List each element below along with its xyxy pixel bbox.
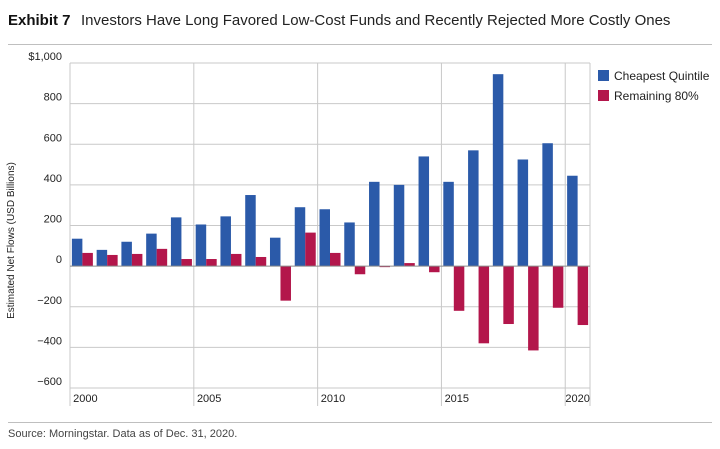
bar-cheapest-quintile bbox=[542, 143, 553, 267]
x-tick-label: 2010 bbox=[321, 393, 345, 405]
bar-cheapest-quintile bbox=[319, 209, 330, 267]
bar-cheapest-quintile bbox=[269, 237, 281, 267]
bar-remaining-80 bbox=[354, 266, 366, 275]
bar-cheapest-quintile bbox=[170, 217, 182, 267]
y-tick-label: 400 bbox=[44, 173, 62, 185]
bar-remaining-80 bbox=[206, 259, 217, 267]
y-tick-label: 200 bbox=[44, 214, 62, 226]
bar-remaining-80 bbox=[181, 259, 192, 267]
bar-remaining-80 bbox=[503, 266, 514, 325]
source-note: Source: Morningstar. Data as of Dec. 31,… bbox=[8, 428, 238, 440]
bar-cheapest-quintile bbox=[468, 150, 479, 267]
bar-cheapest-quintile bbox=[418, 156, 430, 267]
bar-remaining-80 bbox=[379, 266, 391, 268]
bar-remaining-80 bbox=[429, 266, 440, 273]
bar-cheapest-quintile bbox=[121, 241, 132, 267]
top-divider bbox=[8, 44, 712, 45]
y-tick-label: −200 bbox=[37, 295, 62, 307]
bar-remaining-80 bbox=[330, 252, 341, 267]
bar-remaining-80 bbox=[305, 232, 316, 267]
bottom-divider bbox=[8, 422, 712, 423]
bar-remaining-80 bbox=[107, 254, 118, 267]
y-tick-label: 800 bbox=[44, 92, 62, 104]
bar-cheapest-quintile bbox=[517, 159, 529, 267]
legend-label: Cheapest Quintile bbox=[614, 69, 710, 83]
bar-cheapest-quintile bbox=[492, 74, 504, 267]
legend-label: Remaining 80% bbox=[614, 89, 699, 103]
bar-cheapest-quintile bbox=[146, 233, 157, 267]
bar-cheapest-quintile bbox=[71, 238, 83, 267]
x-tick-label: 2015 bbox=[445, 393, 469, 405]
bar-cheapest-quintile bbox=[220, 216, 231, 267]
bar-remaining-80 bbox=[156, 248, 168, 267]
x-tick-label: 2005 bbox=[197, 393, 221, 405]
bar-remaining-80 bbox=[230, 253, 242, 267]
legend-swatch bbox=[598, 90, 609, 101]
y-tick-label: −400 bbox=[37, 335, 62, 347]
y-tick-label: 0 bbox=[56, 254, 62, 266]
bar-remaining-80 bbox=[131, 253, 143, 267]
y-axis-label: Estimated Net Flows (USD Billions) bbox=[6, 162, 17, 319]
bar-cheapest-quintile bbox=[567, 175, 578, 267]
bar-remaining-80 bbox=[453, 266, 465, 311]
title-row: Exhibit 7 Investors Have Long Favored Lo… bbox=[8, 12, 712, 36]
bar-remaining-80 bbox=[255, 256, 267, 267]
x-tick-label: 2000 bbox=[73, 393, 97, 405]
bar-remaining-80 bbox=[280, 266, 291, 301]
bar-cheapest-quintile bbox=[96, 249, 108, 267]
bar-cheapest-quintile bbox=[195, 224, 207, 267]
bar-remaining-80 bbox=[552, 266, 564, 308]
bar-cheapest-quintile bbox=[344, 222, 355, 267]
exhibit-label: Exhibit 7 bbox=[8, 12, 71, 29]
y-tick-label: $1,000 bbox=[28, 51, 62, 63]
bar-remaining-80 bbox=[577, 266, 589, 326]
legend-swatch bbox=[598, 70, 609, 81]
bar-cheapest-quintile bbox=[245, 195, 256, 267]
bar-cheapest-quintile bbox=[369, 181, 380, 267]
y-tick-label: 600 bbox=[44, 132, 62, 144]
bar-remaining-80 bbox=[478, 266, 490, 344]
chart-title: Investors Have Long Favored Low-Cost Fun… bbox=[80, 12, 671, 29]
x-tick-label: 2020 bbox=[565, 393, 589, 405]
bar-cheapest-quintile bbox=[294, 207, 306, 267]
y-tick-label: −600 bbox=[37, 376, 62, 388]
bar-remaining-80 bbox=[528, 266, 539, 351]
bar-remaining-80 bbox=[404, 263, 415, 267]
bar-cheapest-quintile bbox=[393, 184, 405, 267]
bar-cheapest-quintile bbox=[443, 181, 454, 267]
bar-remaining-80 bbox=[82, 252, 93, 267]
